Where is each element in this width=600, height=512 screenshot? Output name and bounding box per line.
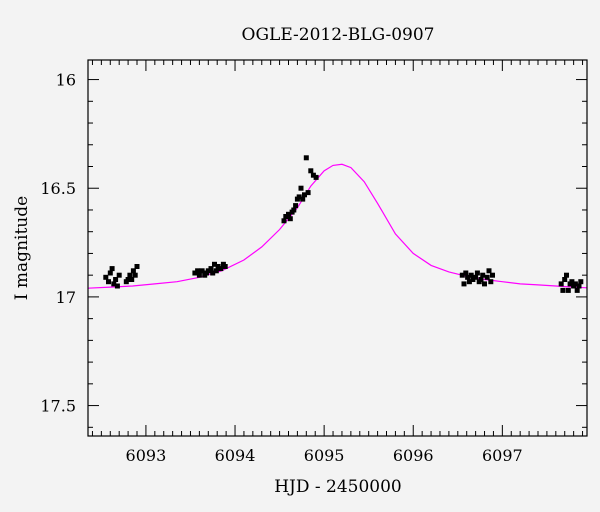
data-point bbox=[127, 272, 133, 278]
data-point bbox=[305, 190, 311, 196]
y-tick-label: 16 bbox=[56, 71, 76, 90]
data-point bbox=[470, 277, 476, 282]
data-point bbox=[296, 194, 302, 200]
data-point bbox=[215, 264, 221, 269]
x-axis-label: HJD - 2450000 bbox=[274, 477, 402, 497]
data-point bbox=[300, 196, 306, 202]
data-point bbox=[303, 155, 309, 161]
data-point bbox=[114, 283, 120, 289]
axis-tick-labels: 6093 6094 6095 6096 6097 16 16.5 17 17.5 bbox=[40, 71, 522, 465]
chart-title: OGLE-2012-BLG-0907 bbox=[242, 25, 435, 45]
data-point bbox=[463, 270, 469, 276]
y-tick-label: 17.5 bbox=[40, 397, 76, 416]
data-point bbox=[569, 279, 575, 285]
data-point bbox=[199, 268, 205, 274]
y-axis-label: I magnitude bbox=[12, 196, 32, 300]
data-point bbox=[572, 281, 578, 287]
data-point bbox=[466, 279, 472, 285]
data-point bbox=[281, 218, 287, 224]
x-tick-label: 6094 bbox=[215, 446, 256, 465]
data-point bbox=[465, 274, 471, 280]
data-point bbox=[488, 279, 494, 285]
data-point bbox=[129, 277, 135, 282]
axis-ticks bbox=[88, 60, 587, 436]
data-point bbox=[283, 214, 289, 219]
data-point bbox=[205, 268, 211, 274]
data-point bbox=[461, 281, 467, 287]
data-point bbox=[192, 270, 198, 276]
data-point bbox=[130, 268, 136, 274]
data-point bbox=[213, 268, 219, 274]
x-tick-label: 6096 bbox=[393, 446, 434, 465]
data-point bbox=[574, 287, 580, 293]
data-point bbox=[134, 264, 140, 269]
data-point bbox=[111, 281, 117, 287]
data-point bbox=[218, 266, 224, 272]
data-point bbox=[291, 207, 297, 213]
plot-frame bbox=[87, 59, 588, 437]
data-point bbox=[106, 279, 111, 285]
data-point bbox=[482, 281, 487, 287]
data-point bbox=[287, 216, 293, 222]
data-point bbox=[195, 268, 201, 274]
data-point bbox=[196, 272, 202, 278]
data-point bbox=[490, 272, 495, 278]
data-point bbox=[125, 277, 131, 282]
data-point bbox=[560, 287, 566, 293]
data-point bbox=[212, 261, 217, 267]
data-point bbox=[486, 268, 492, 274]
data-point bbox=[308, 168, 314, 174]
data-point bbox=[576, 283, 582, 289]
data-point bbox=[109, 266, 115, 272]
data-point bbox=[298, 185, 304, 191]
data-point bbox=[558, 281, 564, 287]
data-point bbox=[107, 270, 113, 276]
data-point bbox=[562, 277, 568, 282]
data-point bbox=[480, 272, 486, 278]
data-point bbox=[116, 272, 122, 278]
data-point bbox=[459, 272, 465, 278]
data-point bbox=[474, 270, 480, 276]
data-point bbox=[132, 272, 138, 278]
data-point bbox=[564, 272, 569, 278]
x-tick-label: 6095 bbox=[304, 446, 345, 465]
data-point bbox=[478, 277, 484, 282]
data-point bbox=[313, 174, 319, 180]
data-point bbox=[484, 274, 490, 280]
data-point bbox=[565, 287, 571, 293]
data-point bbox=[468, 272, 474, 278]
data-point bbox=[286, 211, 291, 217]
data-point bbox=[103, 274, 109, 280]
y-tick-label: 16.5 bbox=[40, 179, 76, 198]
data-point bbox=[208, 266, 214, 272]
x-tick-label: 6097 bbox=[482, 446, 523, 465]
data-point bbox=[293, 203, 299, 209]
model-curve bbox=[87, 163, 588, 289]
data-point bbox=[473, 274, 479, 280]
y-tick-label: 17 bbox=[56, 288, 76, 307]
data-point bbox=[302, 192, 307, 198]
data-point bbox=[222, 264, 228, 269]
x-tick-label: 6093 bbox=[126, 446, 167, 465]
data-point bbox=[210, 270, 216, 276]
data-points bbox=[103, 155, 584, 293]
data-point bbox=[578, 279, 584, 285]
data-point bbox=[113, 277, 119, 282]
data-point bbox=[310, 172, 316, 178]
